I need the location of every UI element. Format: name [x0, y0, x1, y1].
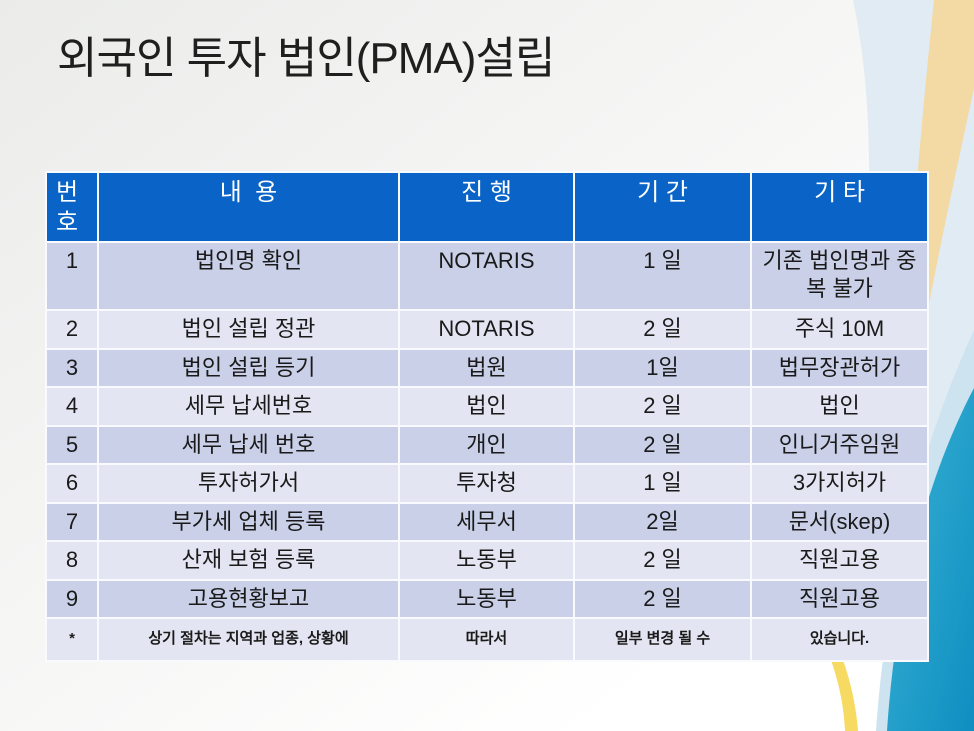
- table-cell: 상기 절차는 지역과 업종, 상황에: [97, 617, 400, 662]
- yellow-curve-stripe: [831, 660, 858, 731]
- table-cell: 1: [45, 241, 99, 311]
- table-cell: 7: [45, 501, 99, 542]
- table-cell: 9: [45, 578, 99, 619]
- table-cell: NOTARIS: [398, 309, 575, 350]
- table-cell: 2 일: [573, 578, 752, 619]
- header-cell-duration: 기 간: [573, 171, 752, 243]
- table-cell: 6: [45, 463, 99, 504]
- table-cell: 세무 납세 번호: [97, 424, 400, 465]
- slide-title: 외국인 투자 법인(PMA)설립: [57, 34, 555, 83]
- header-cell-progress: 진 행: [398, 171, 575, 243]
- table-footnote-row: * 상기 절차는 지역과 업종, 상황에 따라서 일부 변경 될 수 있습니다.: [45, 617, 929, 662]
- table-cell: 2일: [573, 501, 752, 542]
- table-row: 6 투자허가서 투자청 1 일 3가지허가: [45, 463, 929, 504]
- table-cell: 법인 설립 정관: [97, 309, 400, 350]
- table-cell: 1 일: [573, 241, 752, 311]
- table-cell: 3: [45, 347, 99, 388]
- table-cell: 2 일: [573, 540, 752, 581]
- table-cell: 2 일: [573, 309, 752, 350]
- table-cell: 1 일: [573, 463, 752, 504]
- table-row: 4 세무 납세번호 법인 2 일 법인: [45, 386, 929, 427]
- table-cell: 투자허가서: [97, 463, 400, 504]
- table-cell: *: [45, 617, 99, 662]
- table-cell: 법인 설립 등기: [97, 347, 400, 388]
- table-row: 7 부가세 업체 등록 세무서 2일 문서(skep): [45, 501, 929, 542]
- header-cell-number: 번호: [45, 171, 99, 243]
- table-cell: 주식 10M: [750, 309, 929, 350]
- header-cell-etc: 기 타: [750, 171, 929, 243]
- table-cell: 법인: [398, 386, 575, 427]
- table-row: 5 세무 납세 번호 개인 2 일 인니거주임원: [45, 424, 929, 465]
- table-cell: 노동부: [398, 578, 575, 619]
- table-row: 8 산재 보험 등록 노동부 2 일 직원고용: [45, 540, 929, 581]
- table-cell: 법인: [750, 386, 929, 427]
- table-cell: 투자청: [398, 463, 575, 504]
- table-cell: 있습니다.: [750, 617, 929, 662]
- table-row: 9 고용현황보고 노동부 2 일 직원고용: [45, 578, 929, 619]
- table-cell: 기존 법인명과 중복 불가: [750, 241, 929, 311]
- pma-process-table: 번호 내 용 진 행 기 간 기 타 1 법인명 확인 NOTARIS 1 일 기존 법…: [45, 171, 929, 662]
- table-row: 2 법인 설립 정관 NOTARIS 2 일 주식 10M: [45, 309, 929, 350]
- table-cell: 일부 변경 될 수: [573, 617, 752, 662]
- table-cell: 법인명 확인: [97, 241, 400, 311]
- process-table-body: 1 법인명 확인 NOTARIS 1 일 기존 법인명과 중복 불가 2 법인 설립 정관 N…: [45, 241, 929, 662]
- table-cell: 4: [45, 386, 99, 427]
- table-cell: 부가세 업체 등록: [97, 501, 400, 542]
- table-cell: 고용현황보고: [97, 578, 400, 619]
- table-cell: 8: [45, 540, 99, 581]
- table-row: 1 법인명 확인 NOTARIS 1 일 기존 법인명과 중복 불가: [45, 241, 929, 311]
- table-cell: 법무장관허가: [750, 347, 929, 388]
- table-cell: 법원: [398, 347, 575, 388]
- table-cell: 개인: [398, 424, 575, 465]
- table-cell: 2 일: [573, 386, 752, 427]
- table-cell: 1일: [573, 347, 752, 388]
- table-cell: 2 일: [573, 424, 752, 465]
- table-cell: 직원고용: [750, 540, 929, 581]
- table-cell: 5: [45, 424, 99, 465]
- header-cell-content: 내 용: [97, 171, 400, 243]
- table-cell: 직원고용: [750, 578, 929, 619]
- table-header: 번호 내 용 진 행 기 간 기 타: [45, 171, 929, 243]
- table-header-row: 번호 내 용 진 행 기 간 기 타: [45, 171, 929, 243]
- table-cell: 따라서: [398, 617, 575, 662]
- table-cell: 산재 보험 등록: [97, 540, 400, 581]
- table-row: 3 법인 설립 등기 법원 1일 법무장관허가: [45, 347, 929, 388]
- table-cell: 3가지허가: [750, 463, 929, 504]
- table-cell: 세무서: [398, 501, 575, 542]
- table-cell: 노동부: [398, 540, 575, 581]
- table-cell: 세무 납세번호: [97, 386, 400, 427]
- table-cell: 2: [45, 309, 99, 350]
- table-cell: 문서(skep): [750, 501, 929, 542]
- table-cell: 인니거주임원: [750, 424, 929, 465]
- table-cell: NOTARIS: [398, 241, 575, 311]
